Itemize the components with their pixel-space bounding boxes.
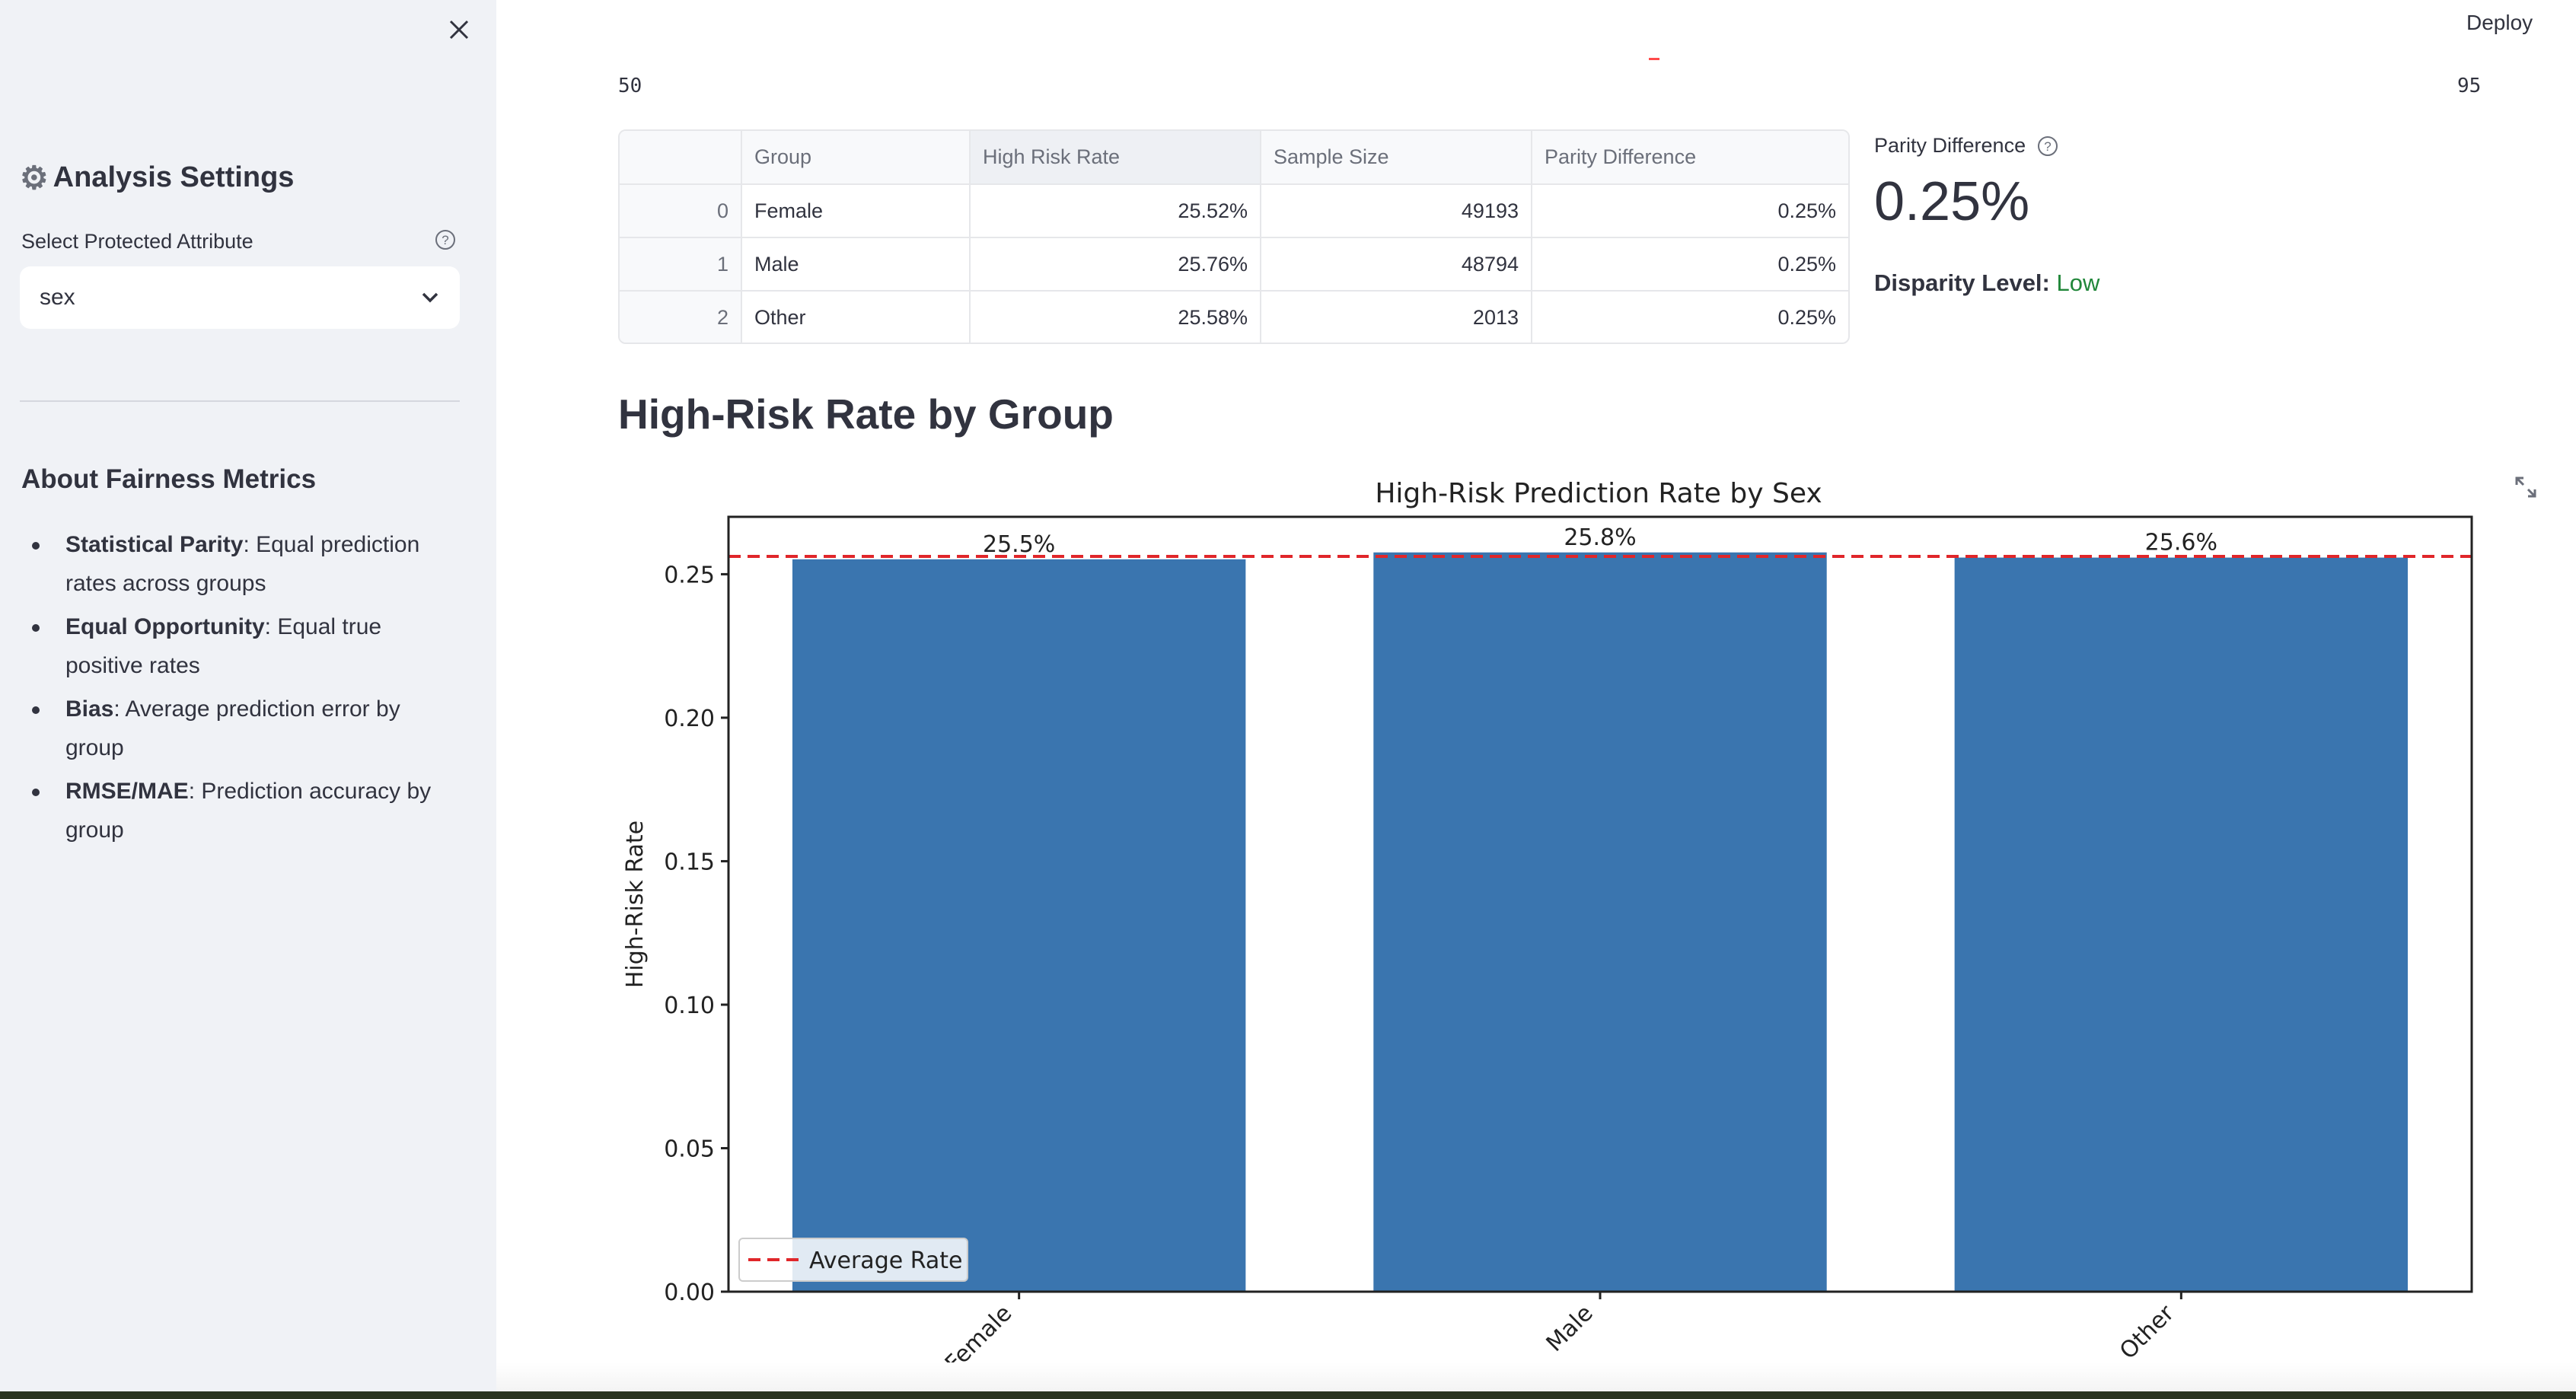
cell-sample-size[interactable]: 2013 (1261, 291, 1532, 343)
protected-attribute-select[interactable]: sex (20, 266, 460, 329)
parity-difference-value: 0.25% (1874, 171, 2030, 232)
bar-female (792, 559, 1246, 1292)
disparity-level: Disparity Level: Low (1874, 269, 2099, 297)
cell-parity-difference[interactable]: 0.25% (1532, 184, 1848, 238)
metric-term: Statistical Parity (65, 532, 244, 557)
parity-difference-metric-label: Parity Difference ? (1874, 134, 2059, 158)
cell-high-risk-rate[interactable]: 25.58% (970, 291, 1261, 343)
row-index: 1 (620, 237, 742, 292)
section-heading: High-Risk Rate by Group (618, 390, 1114, 438)
cell-group[interactable]: Other (741, 291, 971, 343)
help-icon[interactable]: ? (2036, 135, 2059, 158)
metric-description: : Prediction accuracy by group (65, 779, 432, 843)
slider-max-label: 95 (2457, 75, 2482, 97)
cell-group[interactable]: Female (741, 184, 971, 238)
high-risk-rate-bar-chart: High-Risk Prediction Rate by Sex High-Ri… (609, 457, 2482, 1393)
protected-attribute-value: sex (40, 285, 75, 310)
list-item: Equal Opportunity: Equal true positive r… (21, 607, 448, 685)
sidebar-divider (20, 400, 460, 402)
y-tick-label: 0.00 (664, 1279, 715, 1306)
svg-text:?: ? (442, 233, 448, 247)
y-tick-label: 0.15 (664, 849, 715, 875)
disparity-level-value: Low (2056, 269, 2100, 296)
table-header-row: Group High Risk Rate Sample Size Parity … (620, 131, 1848, 185)
column-header-parity-difference[interactable]: Parity Difference (1532, 131, 1848, 185)
y-tick-label: 0.05 (664, 1136, 715, 1162)
about-fairness-metrics-heading: About Fairness Metrics (21, 464, 317, 494)
sidebar: ⚙ Analysis Settings Select Protected Att… (0, 0, 496, 1399)
y-axis-label: High-Risk Rate (622, 821, 649, 988)
y-tick-label: 0.25 (664, 562, 715, 588)
column-header-sample-size[interactable]: Sample Size (1261, 131, 1532, 185)
svg-text:?: ? (2044, 139, 2051, 154)
legend-box (738, 1238, 968, 1282)
y-tick-label: 0.10 (664, 993, 715, 1019)
plot-frame (727, 515, 2473, 1293)
data-label: 25.8% (1564, 524, 1636, 551)
help-icon[interactable]: ? (434, 228, 457, 251)
chart-title: High-Risk Prediction Rate by Sex (1375, 478, 1822, 509)
metric-description: : Equal true positive rates (65, 614, 382, 678)
fairness-metrics-list: Statistical Parity: Equal prediction rat… (21, 525, 448, 854)
list-item: RMSE/MAE: Prediction accuracy by group (21, 772, 448, 849)
cell-sample-size[interactable]: 49193 (1261, 184, 1532, 238)
chevron-down-icon (422, 292, 438, 303)
slider-thumb[interactable] (1649, 58, 1659, 60)
disparity-level-label: Disparity Level: (1874, 269, 2050, 296)
bottom-strip (0, 1391, 2576, 1399)
row-index: 2 (620, 291, 742, 343)
data-label: 25.5% (983, 531, 1055, 558)
column-header-index[interactable] (620, 131, 742, 185)
select-protected-attribute-label: Select Protected Attribute (21, 230, 253, 253)
group-metrics-table[interactable]: Group High Risk Rate Sample Size Parity … (618, 129, 1850, 344)
bar-male (1373, 552, 1827, 1292)
table-row: 2 Other 25.58% 2013 0.25% (620, 291, 1848, 343)
cell-group[interactable]: Male (741, 237, 971, 292)
cell-parity-difference[interactable]: 0.25% (1777, 306, 1836, 329)
close-sidebar-button[interactable] (440, 11, 478, 49)
cell-high-risk-rate[interactable]: 25.52% (970, 184, 1261, 238)
table-row: 1 Male 25.76% 48794 0.25% (620, 237, 1848, 292)
fullscreen-expand-icon[interactable] (2514, 475, 2538, 499)
list-item: Bias: Average prediction error by group (21, 690, 448, 767)
legend-average-rate-label: Average Rate (809, 1248, 963, 1274)
column-header-group[interactable]: Group (741, 131, 971, 185)
parity-difference-label: Parity Difference (1874, 134, 2026, 157)
metric-term: Equal Opportunity (65, 614, 265, 639)
bottom-fade (496, 1362, 2576, 1393)
y-tick-label: 0.20 (664, 706, 715, 732)
metric-term: Bias (65, 696, 114, 722)
data-label: 25.6% (2145, 530, 2217, 556)
gear-icon: ⚙ (20, 159, 49, 196)
row-index: 0 (620, 184, 742, 238)
analysis-settings-title: Analysis Settings (53, 161, 295, 193)
deploy-button[interactable]: Deploy (2466, 11, 2533, 34)
cell-high-risk-rate[interactable]: 25.76% (970, 237, 1261, 292)
cell-sample-size[interactable]: 48794 (1261, 237, 1532, 292)
metric-description: : Average prediction error by group (65, 696, 400, 760)
analysis-settings-heading: ⚙ Analysis Settings (20, 161, 294, 194)
chart-legend: Average Rate (738, 1238, 968, 1282)
metric-description: : Equal prediction rates across groups (65, 532, 420, 596)
table-row: 0 Female 25.52% 49193 0.25% (620, 184, 1848, 238)
cell-parity-difference[interactable]: 0.25% (1532, 237, 1848, 292)
metric-term: RMSE/MAE (65, 779, 189, 804)
list-item: Statistical Parity: Equal prediction rat… (21, 525, 448, 603)
bar-other (1954, 557, 2409, 1292)
close-icon (449, 20, 469, 40)
column-header-high-risk-rate[interactable]: High Risk Rate (970, 131, 1261, 185)
slider-min-label: 50 (618, 75, 642, 97)
